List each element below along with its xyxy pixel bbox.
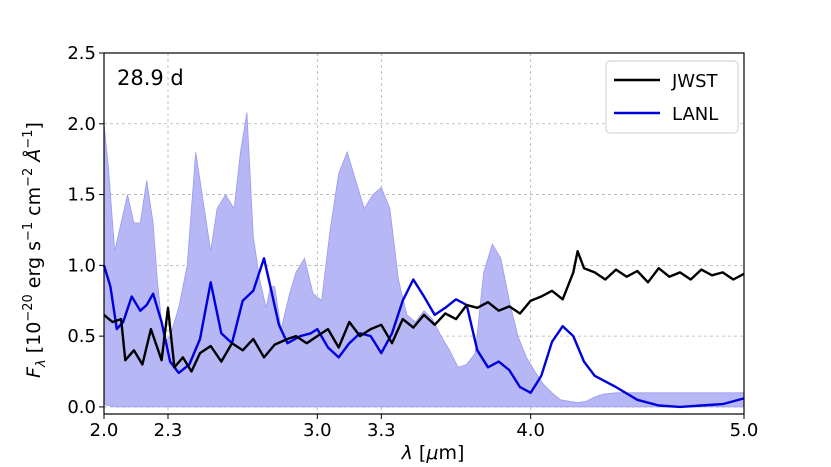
x-axis-label-symbol: λ [401,442,413,464]
y-ticks: 0.0 0.5 1.0 1.5 2.0 2.5 [67,43,104,418]
y-tick-label: 1.0 [67,255,96,276]
x-axis-label-unit-open: [ [413,442,426,464]
x-tick-label: 2.3 [154,420,183,441]
epoch-annotation: 28.9 d [117,66,184,90]
lanl-uncertainty-band-layer [103,112,745,408]
legend: JWST LANL [605,60,739,134]
y-tick-label: 0.5 [67,326,96,347]
x-tick-label: 4.0 [516,420,545,441]
legend-label-lanl: LANL [672,104,718,125]
y-axis-label: Fλ [10−20 erg s−1 cm−2 Å−1] [21,122,49,378]
y-tick-label: 0.0 [67,397,96,418]
x-axis-label: λ [μm] [401,442,465,464]
x-axis-label-unit-close: m] [438,442,464,464]
series-lines-layer [102,249,745,409]
x-tick-label: 5.0 [730,420,759,441]
y-tick-label: 2.0 [67,114,96,135]
x-tick-label: 2.0 [90,420,119,441]
legend-label-jwst: JWST [671,71,719,92]
plot-frame [103,52,745,415]
lanl-uncertainty-band [103,112,745,408]
x-ticks: 2.0 2.3 3.0 3.3 4.0 5.0 [90,414,759,441]
x-tick-label: 3.3 [367,420,396,441]
x-axis-label-mu: μ [425,442,438,464]
series-line-lanl [102,257,745,409]
y-tick-label: 1.5 [67,185,96,206]
series-line-jwst [103,249,745,373]
y-tick-label: 2.5 [67,43,96,64]
x-tick-label: 3.0 [303,420,332,441]
